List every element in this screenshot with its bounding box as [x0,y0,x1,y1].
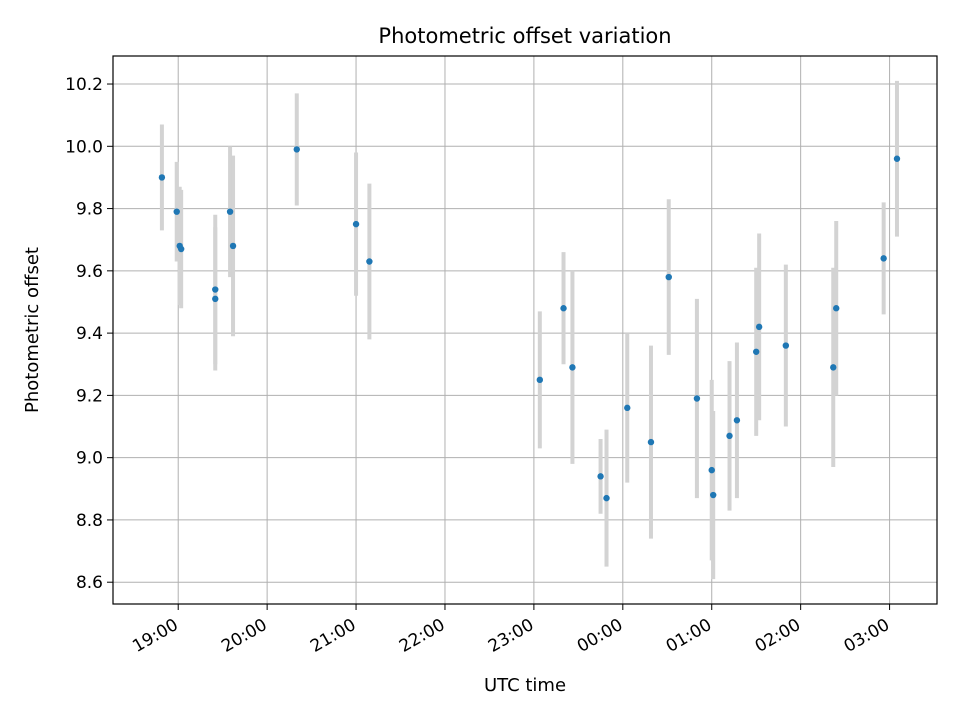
data-points [158,146,901,502]
data-point [229,242,237,250]
data-point [880,255,887,262]
data-point [212,295,219,303]
y-tick-label: 9.8 [76,200,103,220]
x-axis-label: UTC time [484,675,566,696]
data-point [647,438,655,446]
data-point [830,364,837,371]
y-tick-label: 9.4 [76,324,103,344]
y-axis-ticks: 8.6 8.8 9.0 9.2 9.4 9.6 9.8 10.0 10.2 [65,75,113,593]
data-point [293,146,300,153]
data-point [755,323,763,331]
data-point [603,494,610,502]
y-tick-label: 9.2 [76,386,103,406]
data-point [173,208,180,215]
data-point [158,174,166,181]
chart-title: Photometric offset variation [378,24,671,48]
data-point [352,220,360,228]
data-point [726,432,733,440]
data-point [782,342,790,349]
data-point [177,245,185,253]
plot-frame [112,55,938,605]
y-tick-label: 9.6 [76,262,103,282]
data-point [226,208,234,215]
data-point [693,395,701,402]
y-tick-label: 10.2 [65,75,103,95]
data-point [833,305,840,312]
y-tick-label: 10.0 [65,137,103,157]
data-point [212,286,219,293]
data-point [665,273,672,281]
data-point [710,491,717,499]
data-point [536,376,544,384]
data-point [733,417,741,424]
data-point [366,258,373,265]
y-tick-label: 8.6 [76,573,103,593]
grid [113,56,937,604]
data-point [708,466,715,474]
data-point [569,364,576,371]
data-point [560,305,567,312]
data-point [597,473,604,480]
y-tick-label: 9.0 [76,449,103,469]
data-point [752,348,760,355]
y-tick-label: 8.8 [76,511,103,531]
data-point [624,404,631,412]
data-point [893,155,901,162]
y-axis-label: Photometric offset [22,247,43,413]
